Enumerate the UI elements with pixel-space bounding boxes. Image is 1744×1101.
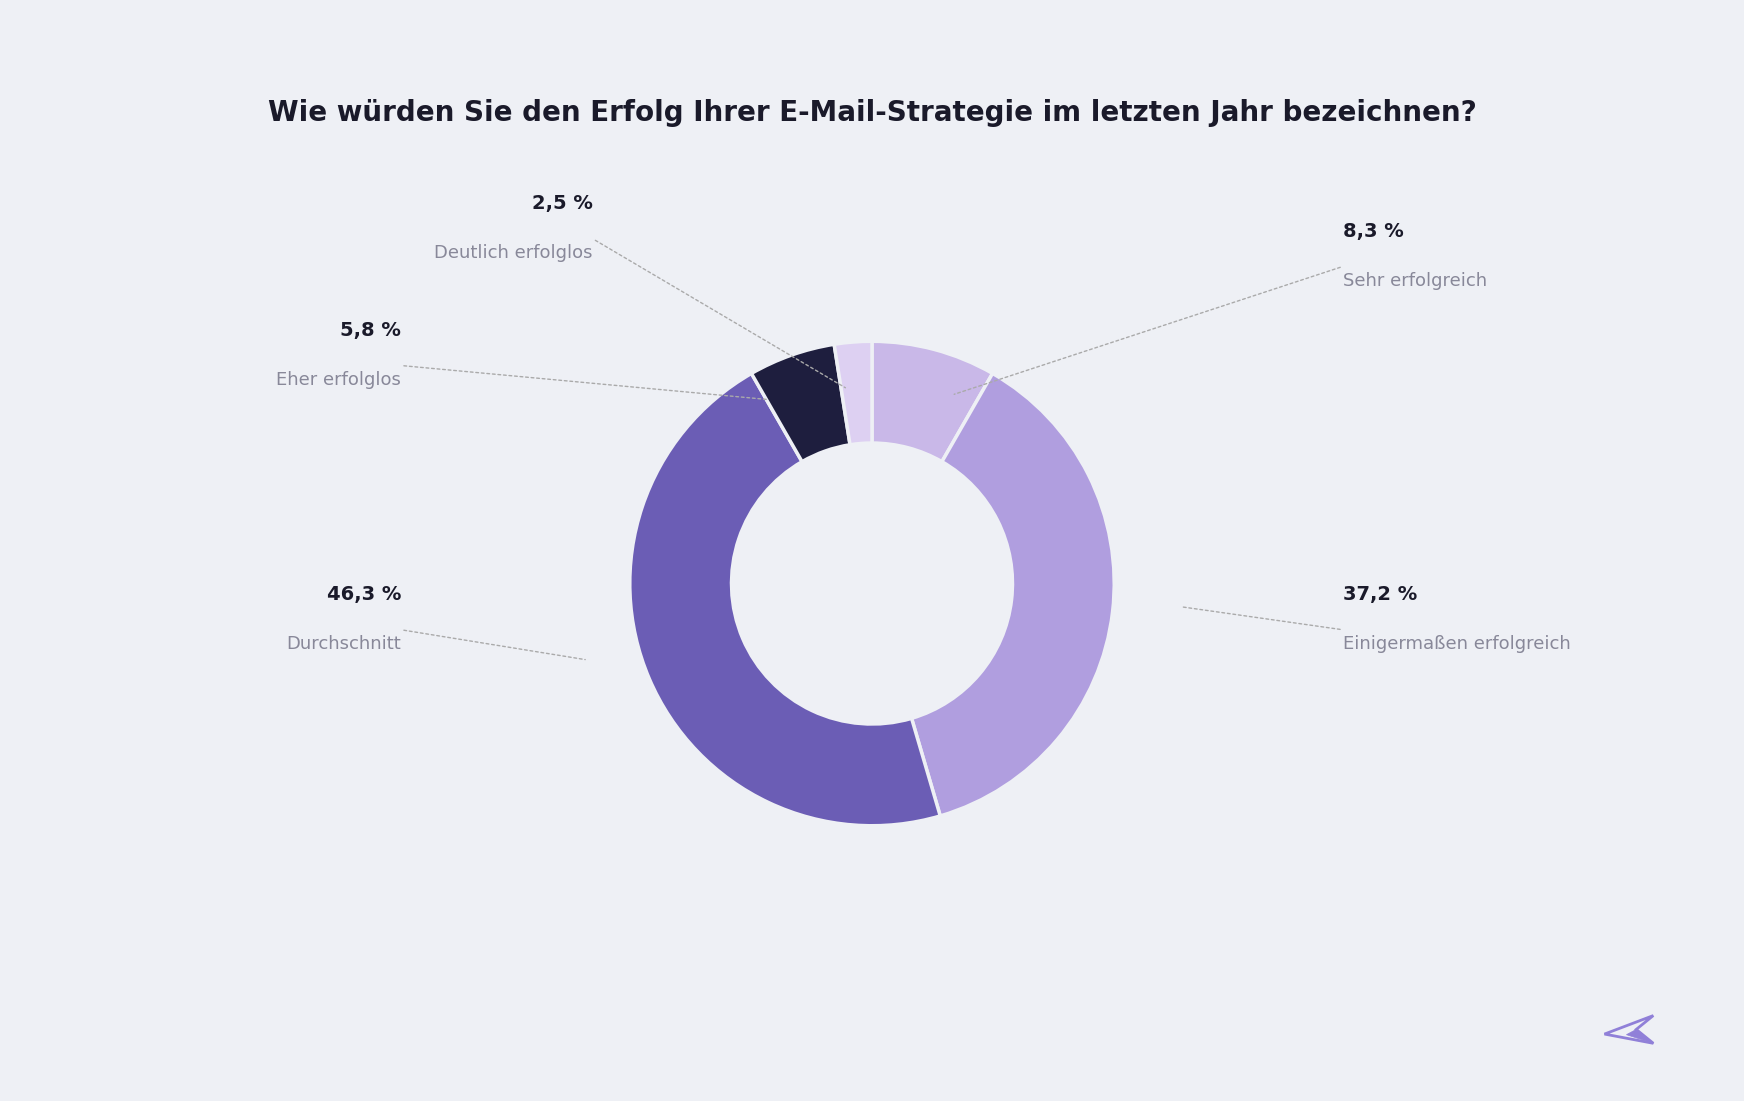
Wedge shape bbox=[752, 345, 849, 461]
Text: 37,2 %: 37,2 % bbox=[1343, 585, 1418, 604]
Text: Einigermaßen erfolgreich: Einigermaßen erfolgreich bbox=[1343, 635, 1571, 653]
Text: 5,8 %: 5,8 % bbox=[340, 320, 401, 340]
Wedge shape bbox=[834, 341, 872, 445]
Text: Deutlich erfolglos: Deutlich erfolglos bbox=[434, 244, 593, 262]
Text: 46,3 %: 46,3 % bbox=[326, 585, 401, 604]
Wedge shape bbox=[630, 373, 940, 826]
Text: Wie würden Sie den Erfolg Ihrer E-Mail-Strategie im letzten Jahr bezeichnen?: Wie würden Sie den Erfolg Ihrer E-Mail-S… bbox=[267, 99, 1477, 127]
Wedge shape bbox=[872, 341, 992, 461]
Wedge shape bbox=[912, 373, 1114, 816]
Text: Eher erfolglos: Eher erfolglos bbox=[276, 371, 401, 389]
Text: Durchschnitt: Durchschnitt bbox=[286, 635, 401, 653]
Text: 8,3 %: 8,3 % bbox=[1343, 221, 1404, 241]
Polygon shape bbox=[1627, 1029, 1653, 1044]
Text: 2,5 %: 2,5 % bbox=[532, 194, 593, 214]
Text: Sehr erfolgreich: Sehr erfolgreich bbox=[1343, 272, 1488, 290]
